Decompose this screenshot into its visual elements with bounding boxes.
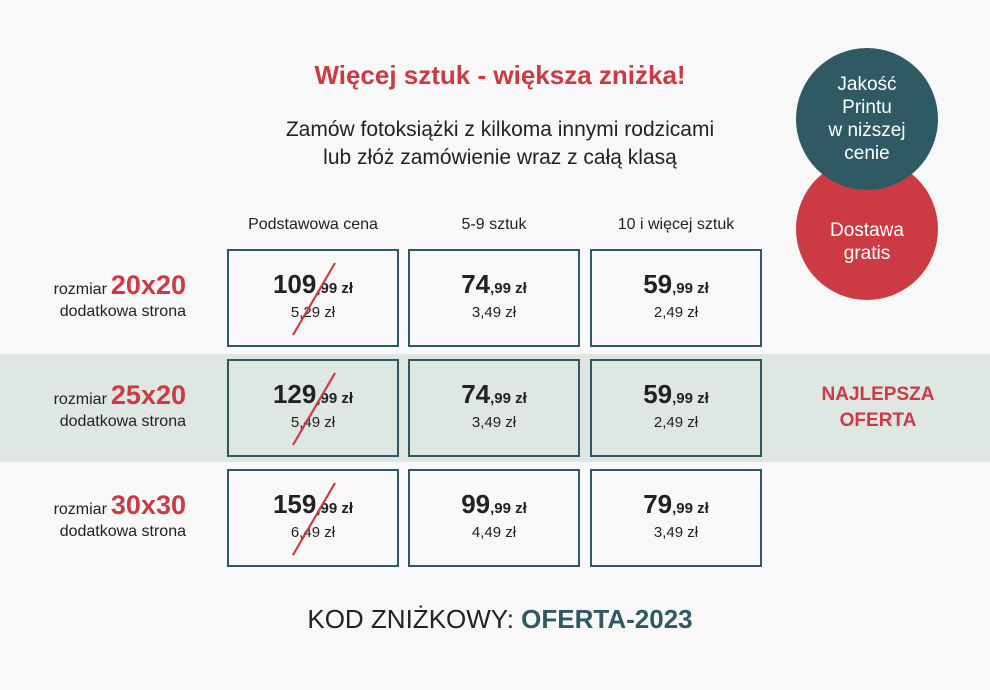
price-main: 99	[461, 489, 491, 519]
price-main: 74	[461, 269, 491, 299]
price-main: 74	[461, 379, 491, 409]
extra-page-price: 5,29 zł	[290, 304, 336, 321]
price-cell-25x20-base: 129,99 zł 5,49 zł	[227, 359, 399, 457]
badge-delivery-line-1: Dostawa	[830, 220, 904, 241]
badge-quality-line-1: Jakość	[837, 74, 897, 95]
best-offer-line-1: NAJLEPSZA	[821, 384, 935, 405]
price-main: 59	[643, 379, 673, 409]
extra-page-price: 6,49 zł	[290, 524, 336, 541]
price-main: 59	[643, 269, 673, 299]
extra-page-price: 5,49 zł	[290, 414, 336, 431]
subline-line-2: lub złóż zamówienie wraz z całą klasą	[323, 146, 677, 169]
row-sublabel: dodatkowa strona	[59, 523, 186, 540]
column-header-5-9: 5-9 sztuk	[461, 216, 527, 233]
price-cell-20x20-5-9: 74,99 zł 3,49 zł	[408, 249, 580, 347]
row-prefix: rozmiar	[53, 501, 107, 518]
price-decimals: ,99 zł	[490, 280, 527, 297]
price-decimals: ,99 zł	[672, 500, 709, 517]
price-decimals: ,99 zł	[672, 390, 709, 407]
badge-delivery-line-2: gratis	[843, 243, 891, 264]
discount-code-value: OFERTA-2023	[521, 604, 693, 634]
price-decimals: ,99 zł	[316, 390, 354, 407]
discount-code: KOD ZNIŻKOWY: OFERTA-2023	[200, 604, 800, 635]
row-sublabel: dodatkowa strona	[59, 303, 186, 320]
extra-page-price: 2,49 zł	[653, 304, 699, 321]
price-cell-20x20-10-plus: 59,99 zł 2,49 zł	[590, 249, 762, 347]
extra-page-price: 4,49 zł	[471, 524, 517, 541]
price-main: 129	[272, 379, 317, 409]
best-offer-band	[0, 354, 990, 462]
price-main: 159	[272, 489, 317, 519]
price-main: 109	[272, 269, 317, 299]
price-cell-20x20-base: 109,99 zł 5,29 zł	[227, 249, 399, 347]
row-sublabel: dodatkowa strona	[59, 413, 186, 430]
price-cell-25x20-5-9: 74,99 zł 3,49 zł	[408, 359, 580, 457]
badge-quality-line-3: w niższej	[828, 120, 906, 141]
extra-page-price: 3,49 zł	[471, 304, 517, 321]
row-label-30x30: rozmiar 30x30 dodatkowa strona	[0, 490, 186, 541]
price-decimals: ,99 zł	[316, 500, 354, 517]
extra-page-price: 3,49 zł	[471, 414, 517, 431]
row-size: 30x30	[110, 490, 186, 520]
price-decimals: ,99 zł	[490, 500, 527, 517]
best-offer-line-2: OFERTA	[839, 410, 917, 431]
row-label-20x20: rozmiar 20x20 dodatkowa strona	[0, 270, 186, 321]
column-header-10-plus: 10 i więcej sztuk	[617, 216, 735, 233]
row-label-25x20: rozmiar 25x20 dodatkowa strona	[0, 380, 186, 431]
best-offer-label: NAJLEPSZA OFERTA	[790, 382, 966, 434]
price-cell-30x30-10-plus: 79,99 zł 3,49 zł	[590, 469, 762, 567]
badge-quality-line-2: Printu	[842, 97, 892, 118]
row-size: 20x20	[110, 270, 186, 300]
price-cell-30x30-5-9: 99,99 zł 4,49 zł	[408, 469, 580, 567]
row-prefix: rozmiar	[53, 391, 107, 408]
price-cell-25x20-10-plus: 59,99 zł 2,49 zł	[590, 359, 762, 457]
column-header-base: Podstawowa cena	[248, 216, 378, 233]
row-size: 25x20	[110, 380, 186, 410]
price-decimals: ,99 zł	[490, 390, 527, 407]
subline-line-1: Zamów fotoksiążki z kilkoma innymi rodzi…	[285, 118, 715, 141]
strike-through-icon	[292, 372, 336, 446]
strike-through-icon	[292, 482, 336, 556]
badge-quality-line-4: cenie	[844, 143, 890, 164]
price-cell-30x30-base: 159,99 zł 6,49 zł	[227, 469, 399, 567]
quality-badge: Jakość Printu w niższej cenie	[796, 48, 938, 190]
discount-code-label: KOD ZNIŻKOWY:	[307, 604, 514, 634]
price-main: 79	[643, 489, 673, 519]
extra-page-price: 3,49 zł	[653, 524, 699, 541]
price-decimals: ,99 zł	[672, 280, 709, 297]
price-decimals: ,99 zł	[316, 280, 354, 297]
strike-through-icon	[292, 262, 336, 336]
subline: Zamów fotoksiążki z kilkoma innymi rodzi…	[200, 116, 800, 172]
row-prefix: rozmiar	[53, 281, 107, 298]
extra-page-price: 2,49 zł	[653, 414, 699, 431]
headline: Więcej sztuk - większa zniżka!	[314, 60, 686, 90]
